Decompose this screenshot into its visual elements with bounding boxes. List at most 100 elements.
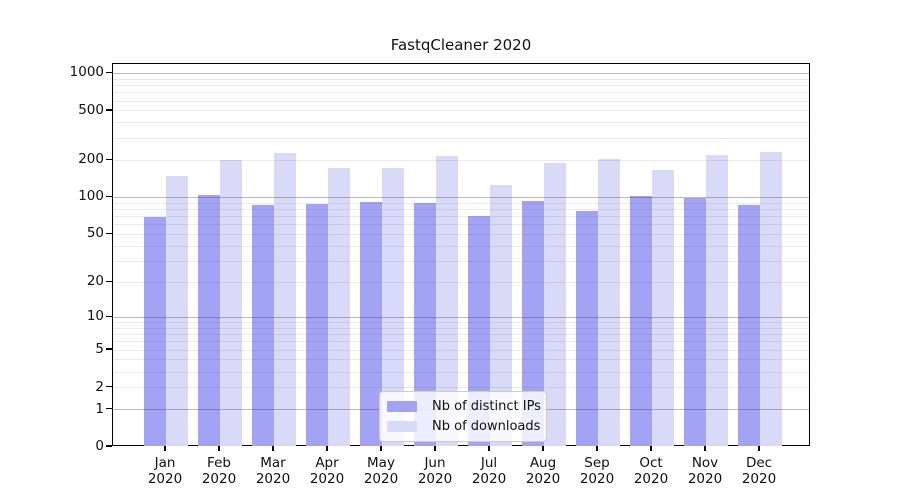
x-axis-tick xyxy=(650,446,652,451)
x-axis-tick-label: Nov 2020 xyxy=(673,455,737,487)
x-axis-month-label: Dec xyxy=(745,455,773,471)
gridline-major xyxy=(113,316,809,318)
gridline-minor xyxy=(113,159,809,161)
bar-downloads xyxy=(328,168,350,446)
x-axis-month-label: Aug xyxy=(529,455,557,471)
gridline-minor xyxy=(113,100,809,102)
x-axis-tick-label: Aug 2020 xyxy=(511,455,575,487)
bar-downloads xyxy=(490,184,512,446)
y-axis-tick-label: 200 xyxy=(78,151,104,168)
y-axis-tick-label: 1000 xyxy=(69,64,104,81)
gridline-minor xyxy=(113,245,809,247)
x-axis-month-label: Oct xyxy=(639,455,663,471)
y-axis-tick xyxy=(106,407,112,410)
gridline-minor xyxy=(113,110,809,112)
x-axis-month-label: Apr xyxy=(315,455,339,471)
x-axis-tick-label: Oct 2020 xyxy=(619,455,683,487)
x-axis-month-label: Sep xyxy=(584,455,610,471)
bar-distinct-ips xyxy=(684,198,706,446)
x-axis-tick xyxy=(542,446,544,451)
bar-distinct-ips xyxy=(360,201,382,446)
x-axis-tick xyxy=(326,446,328,451)
x-axis-year-label: 2020 xyxy=(309,471,345,487)
bar-downloads xyxy=(652,169,674,446)
gridline-minor xyxy=(113,233,809,235)
bar-downloads xyxy=(706,154,728,446)
x-axis-year-label: 2020 xyxy=(741,471,777,487)
x-axis-tick xyxy=(272,446,274,451)
bar-downloads xyxy=(544,163,566,446)
gridline-minor xyxy=(113,322,809,323)
bar-distinct-ips xyxy=(252,204,274,446)
x-axis-tick xyxy=(218,446,220,451)
y-axis-tick-label: 100 xyxy=(78,188,104,205)
y-axis-tick xyxy=(106,158,112,160)
y-axis-tick xyxy=(106,315,112,318)
y-axis-tick xyxy=(106,71,112,74)
chart-title: FastqCleaner 2020 xyxy=(390,36,532,54)
x-axis-month-label: Jun xyxy=(424,455,446,471)
bar-downloads xyxy=(274,152,296,446)
x-axis-tick xyxy=(596,446,598,451)
x-axis-tick-label: Jun 2020 xyxy=(403,455,467,487)
gridline-minor xyxy=(113,371,809,373)
x-axis-tick-label: Jan 2020 xyxy=(133,455,197,487)
x-axis-month-label: Mar xyxy=(260,455,286,471)
gridline-minor xyxy=(113,260,809,262)
y-axis-tick-label: 50 xyxy=(86,225,104,242)
legend-item-distinct-ips: Nb of distinct IPs xyxy=(387,398,541,415)
gridline-minor xyxy=(113,84,809,86)
gridline-minor xyxy=(113,387,809,389)
bar-distinct-ips xyxy=(468,215,490,446)
x-axis-month-label: Nov xyxy=(691,455,719,471)
x-axis-year-label: 2020 xyxy=(417,471,453,487)
gridline-minor xyxy=(113,78,809,80)
x-axis-month-label: Jan xyxy=(154,455,176,471)
y-axis-tick-label: 2 xyxy=(95,378,104,395)
legend: Nb of distinct IPs Nb of downloads xyxy=(379,391,547,442)
x-axis-year-label: 2020 xyxy=(471,471,507,487)
bar-distinct-ips xyxy=(576,210,598,446)
gridline-minor xyxy=(113,224,809,226)
x-axis-tick-label: Mar 2020 xyxy=(241,455,305,487)
x-axis-year-label: 2020 xyxy=(201,471,237,487)
bars-layer xyxy=(113,64,809,446)
bar-distinct-ips xyxy=(630,195,652,446)
x-axis-tick xyxy=(704,446,706,451)
x-axis-tick-label: Apr 2020 xyxy=(295,455,359,487)
x-axis-tick-label: Jul 2020 xyxy=(457,455,521,487)
y-axis-tick xyxy=(106,195,112,198)
gridline-minor xyxy=(113,137,809,139)
legend-swatch-downloads xyxy=(387,421,417,432)
x-axis-tick xyxy=(758,446,760,451)
y-axis-tick xyxy=(106,445,112,447)
bar-distinct-ips xyxy=(144,216,166,446)
y-axis-tick-label: 5 xyxy=(95,341,104,358)
bar-distinct-ips xyxy=(738,204,760,446)
gridline-minor xyxy=(113,208,809,210)
legend-label-distinct-ips: Nb of distinct IPs xyxy=(432,399,541,414)
x-axis-month-label: Feb xyxy=(207,455,231,471)
y-axis-tick-label: 0 xyxy=(95,438,104,454)
legend-label-downloads: Nb of downloads xyxy=(432,419,541,434)
x-axis-tick xyxy=(164,446,166,451)
bar-distinct-ips xyxy=(414,202,436,446)
x-axis-year-label: 2020 xyxy=(687,471,723,487)
y-axis-tick xyxy=(106,232,112,235)
legend-swatch-distinct-ips xyxy=(387,401,417,412)
y-axis-tick-label: 1 xyxy=(95,400,104,417)
x-axis-tick xyxy=(488,446,490,451)
gridline-minor xyxy=(113,202,809,204)
x-axis-year-label: 2020 xyxy=(633,471,669,487)
x-axis-tick xyxy=(434,446,436,451)
x-axis-tick xyxy=(380,446,382,451)
bar-downloads xyxy=(382,167,404,446)
y-axis-tick-label: 20 xyxy=(86,273,104,290)
x-axis-year-label: 2020 xyxy=(525,471,561,487)
x-axis-tick-label: Feb 2020 xyxy=(187,455,251,487)
y-axis-tick xyxy=(106,348,112,350)
gridline-minor xyxy=(113,359,809,361)
gridline-minor xyxy=(113,281,809,283)
plot-area: Nb of distinct IPs Nb of downloads xyxy=(112,63,810,446)
